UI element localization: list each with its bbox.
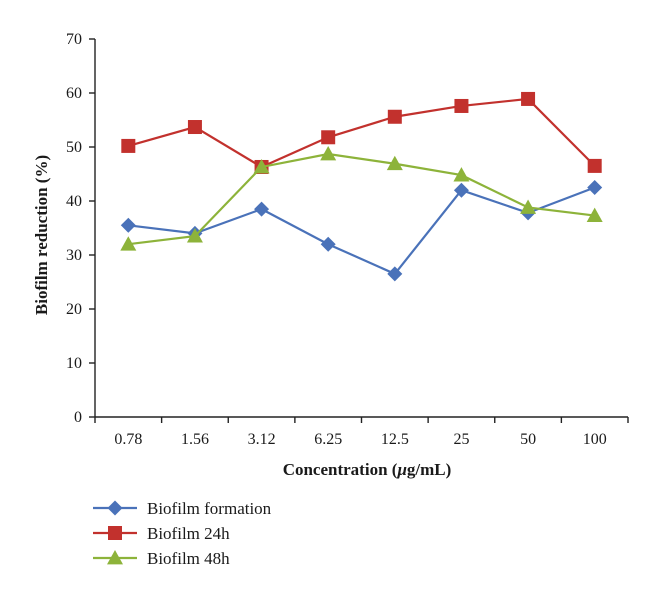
data-point-triangle xyxy=(253,158,270,174)
data-point-triangle xyxy=(520,199,537,214)
axes xyxy=(94,39,628,418)
x-tick-label: 50 xyxy=(520,431,536,448)
x-tick-label: 25 xyxy=(453,431,469,448)
x-axis-title: Concentration (μg/mL) xyxy=(283,460,452,479)
data-point-diamond xyxy=(254,201,270,217)
legend-marker-triangle xyxy=(107,550,123,565)
data-point-triangle xyxy=(586,207,603,222)
x-tick-label: 3.12 xyxy=(248,431,276,448)
data-point-square xyxy=(121,138,136,153)
legend-item: Biofilm 48h xyxy=(93,549,230,568)
data-point-square xyxy=(521,91,536,106)
data-point-square xyxy=(187,120,202,135)
series-line xyxy=(128,186,596,276)
y-tick-label: 20 xyxy=(66,301,82,318)
data-point-diamond xyxy=(320,236,336,252)
legend-item: Biofilm 24h xyxy=(93,524,230,543)
data-point-triangle xyxy=(186,228,203,243)
data-point-square xyxy=(387,109,402,124)
series-layer xyxy=(120,91,603,282)
legend-item: Biofilm formation xyxy=(93,499,272,518)
data-point-triangle xyxy=(386,155,403,171)
y-tick-label: 30 xyxy=(66,247,82,264)
y-tick-label: 60 xyxy=(66,85,82,102)
data-point-triangle xyxy=(320,146,337,161)
y-tick-label: 10 xyxy=(66,355,82,372)
data-point-square xyxy=(587,158,602,173)
y-tick-label: 40 xyxy=(66,193,82,210)
x-tick-label: 100 xyxy=(583,431,607,448)
data-point-diamond xyxy=(587,180,603,195)
data-point-diamond xyxy=(387,266,403,282)
series-line xyxy=(128,97,596,169)
y-tick-label: 70 xyxy=(66,31,82,48)
legend-marker-square xyxy=(108,526,122,540)
y-axis-title: Biofilm reduction (%) xyxy=(32,155,51,315)
series-square xyxy=(121,91,602,174)
x-axis-title-suffix: g/mL) xyxy=(407,460,451,479)
legend-marker-diamond xyxy=(107,500,123,516)
series-triangle xyxy=(120,146,603,251)
x-tick-label: 0.78 xyxy=(114,431,142,448)
legend-label: Biofilm 48h xyxy=(147,549,230,568)
data-point-diamond xyxy=(120,217,136,233)
x-tick-label: 1.56 xyxy=(181,431,209,448)
y-tick-label: 0 xyxy=(74,409,82,426)
x-axis-ticks: 0.78 1.56 3.12 6.25 12.5 25 50 100 xyxy=(94,417,629,448)
x-axis-title-prefix: Concentration ( xyxy=(283,460,398,479)
data-point-triangle xyxy=(120,236,137,251)
legend-label: Biofilm formation xyxy=(147,499,272,518)
x-tick-label: 12.5 xyxy=(381,431,409,448)
data-point-triangle xyxy=(453,167,470,182)
legend: Biofilm formation Biofilm 24h Biofilm 48h xyxy=(93,499,272,568)
data-point-diamond xyxy=(453,182,469,198)
series-line xyxy=(128,152,595,246)
y-axis-ticks: 0 10 20 30 40 50 60 70 xyxy=(66,31,95,426)
x-axis-title-unit-symbol: μ xyxy=(396,460,406,479)
data-point-square xyxy=(321,130,336,145)
series-diamond xyxy=(120,180,603,282)
x-tick-label: 6.25 xyxy=(314,431,342,448)
legend-label: Biofilm 24h xyxy=(147,524,230,543)
data-point-square xyxy=(454,98,469,113)
y-tick-label: 50 xyxy=(66,139,82,156)
